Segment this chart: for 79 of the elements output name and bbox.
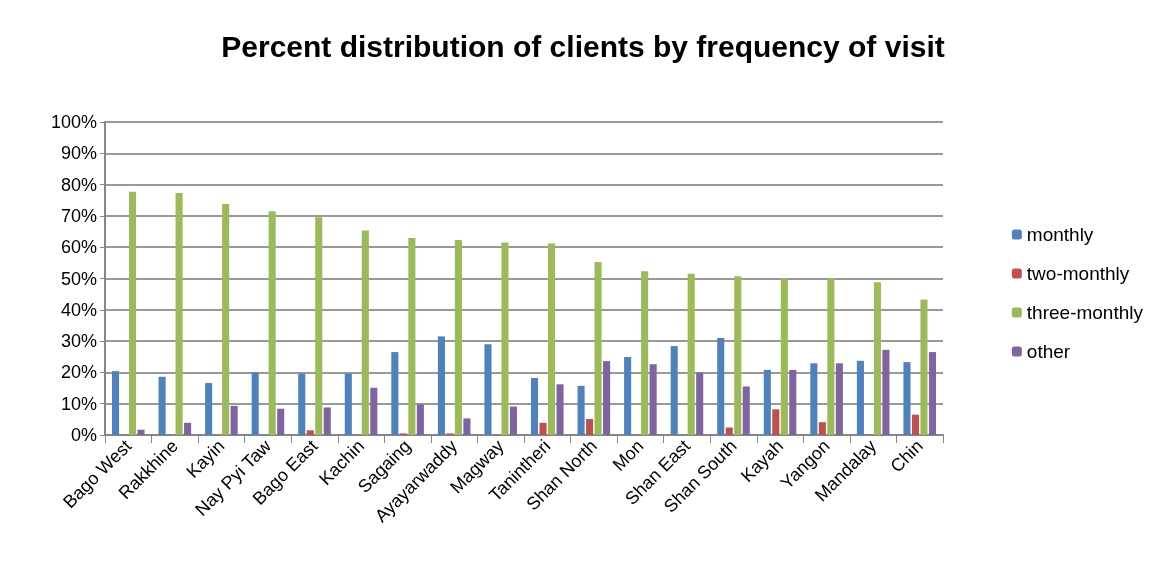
bar bbox=[391, 352, 399, 435]
bar bbox=[594, 261, 602, 435]
bar bbox=[780, 278, 788, 435]
y-tick-label: 100% bbox=[50, 112, 97, 132]
bar bbox=[370, 387, 378, 435]
bar bbox=[501, 242, 509, 435]
bar bbox=[911, 414, 920, 435]
bar bbox=[251, 372, 259, 435]
y-tick-label: 80% bbox=[60, 174, 97, 195]
bar bbox=[928, 352, 937, 435]
bar bbox=[184, 422, 192, 435]
bar bbox=[547, 243, 556, 435]
bar bbox=[323, 407, 331, 435]
bar bbox=[556, 384, 564, 435]
bar bbox=[137, 429, 145, 435]
bar bbox=[158, 376, 166, 435]
legend-label: other bbox=[1026, 341, 1071, 362]
bar bbox=[772, 409, 780, 435]
bar bbox=[903, 362, 911, 435]
bar bbox=[696, 372, 704, 435]
bar bbox=[484, 344, 492, 435]
bar bbox=[361, 230, 369, 435]
bar bbox=[111, 371, 120, 435]
bar bbox=[344, 373, 352, 435]
bar bbox=[230, 405, 238, 435]
bar bbox=[509, 406, 518, 435]
bar bbox=[789, 369, 797, 435]
bar bbox=[717, 337, 725, 435]
bar bbox=[530, 378, 539, 435]
y-tick-label: 20% bbox=[60, 362, 97, 383]
bar bbox=[306, 430, 314, 435]
bar bbox=[763, 369, 771, 435]
bar bbox=[539, 422, 547, 435]
bar bbox=[315, 217, 323, 435]
bar bbox=[277, 408, 285, 435]
y-tick-label: 70% bbox=[60, 205, 97, 226]
bar bbox=[268, 211, 276, 435]
y-tick-label: 30% bbox=[60, 331, 97, 352]
y-tick-label: 10% bbox=[60, 393, 97, 414]
legend-label: two-monthly bbox=[1026, 263, 1130, 284]
y-tick-label: 50% bbox=[60, 268, 97, 289]
bar bbox=[298, 373, 306, 435]
x-tick-label: Chin bbox=[886, 435, 927, 477]
bar bbox=[586, 419, 594, 435]
y-tick-label: 60% bbox=[60, 237, 97, 258]
bar bbox=[835, 363, 843, 435]
bar bbox=[818, 422, 826, 435]
bar bbox=[577, 385, 585, 435]
bar bbox=[687, 273, 695, 435]
bar bbox=[920, 299, 928, 435]
bar bbox=[175, 193, 183, 435]
bar bbox=[649, 364, 657, 435]
x-tick-label: Mon bbox=[608, 435, 648, 475]
bar bbox=[734, 276, 742, 435]
chart-title: Percent distribution of clients by frequency of visit bbox=[221, 29, 945, 63]
bar bbox=[624, 357, 632, 435]
y-tick-label: 90% bbox=[60, 143, 97, 164]
bar bbox=[408, 238, 416, 435]
y-tick-label: 40% bbox=[60, 299, 97, 320]
bar bbox=[641, 271, 649, 435]
legend-label: three-monthly bbox=[1026, 302, 1144, 323]
bar bbox=[222, 204, 230, 435]
bar bbox=[810, 363, 818, 435]
y-tick-label: 0% bbox=[70, 425, 97, 445]
bar bbox=[856, 360, 864, 435]
bar bbox=[437, 336, 445, 435]
bar bbox=[454, 240, 462, 435]
bar bbox=[827, 278, 835, 435]
bar bbox=[725, 427, 733, 435]
legend-label: monthly bbox=[1026, 224, 1094, 245]
bar bbox=[742, 386, 750, 435]
bar bbox=[873, 282, 881, 435]
bar bbox=[463, 418, 471, 435]
bar bbox=[603, 361, 611, 435]
bar bbox=[128, 191, 137, 435]
bar bbox=[205, 383, 213, 435]
bar bbox=[882, 349, 890, 435]
bar bbox=[670, 346, 678, 435]
bar bbox=[416, 404, 424, 435]
